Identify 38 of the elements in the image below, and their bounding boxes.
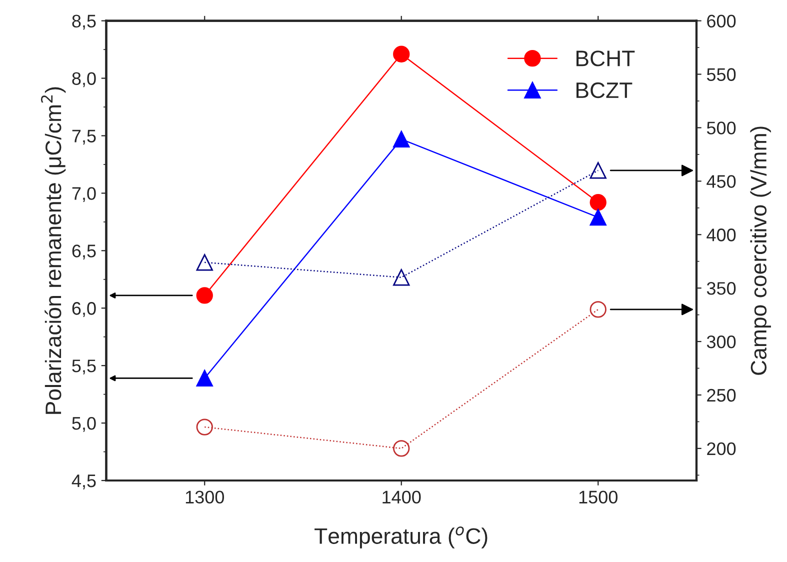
y2-tick-label: 200 <box>707 442 736 456</box>
y-tick-label: 5,5 <box>72 360 96 374</box>
point <box>196 370 213 387</box>
point <box>393 269 410 286</box>
point <box>393 130 410 148</box>
y-axis-title: Polarización remanente (μC/cm$^{2}$) <box>40 87 66 414</box>
point <box>196 254 213 271</box>
y-tick-label: 6,5 <box>72 244 96 260</box>
y2-tick-label: 550 <box>706 68 736 81</box>
y-tick-label: 8,0 <box>72 72 96 88</box>
y2-tick-label: 450 <box>706 175 736 188</box>
x-tick-label: 1500 <box>579 490 618 504</box>
y2-axis-title: Campo coercitivo (V/mm) <box>750 126 771 375</box>
legend-label: BCZT <box>576 82 632 98</box>
y-tick-label: 4,5 <box>72 474 96 490</box>
legend-label: BCHT <box>576 50 635 66</box>
point <box>393 46 410 62</box>
y2-tick-label: 400 <box>706 228 736 242</box>
point <box>590 301 606 318</box>
y2-tick-label: 600 <box>707 14 736 28</box>
x-tick-label: 1400 <box>382 490 421 504</box>
point <box>590 162 606 179</box>
point <box>590 208 606 226</box>
y2-tick-label: 350 <box>706 282 736 295</box>
y-tick-label: 8,5 <box>72 14 96 30</box>
x-axis-title: Temperatura ($^{o}$C) <box>314 526 488 548</box>
y2-tick-label: 500 <box>706 122 736 134</box>
y-tick-label: 5,0 <box>72 416 96 432</box>
point <box>196 287 213 304</box>
y2-tick-label: 300 <box>706 335 736 348</box>
y2-tick-label: 250 <box>707 388 736 402</box>
y-tick-label: 7,0 <box>72 187 96 202</box>
point <box>196 418 213 436</box>
point <box>590 194 606 211</box>
x-tick-label: 1300 <box>186 490 224 504</box>
y-tick-label: 6,0 <box>72 302 96 317</box>
point <box>393 440 410 457</box>
y-tick-label: 7,5 <box>72 130 96 145</box>
